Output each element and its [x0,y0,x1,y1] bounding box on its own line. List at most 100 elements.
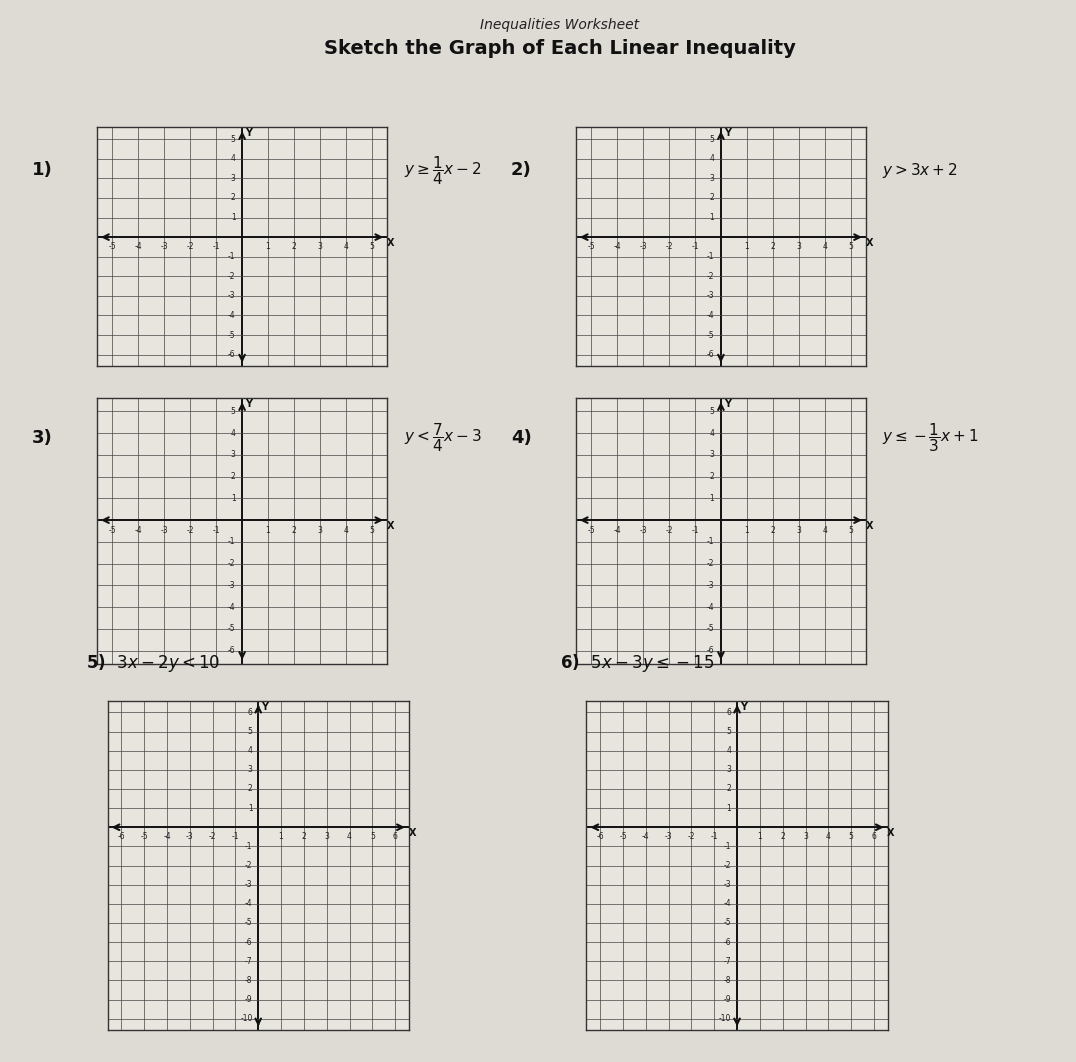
Text: 4: 4 [343,242,349,251]
Text: -9: -9 [724,995,732,1004]
Text: 4: 4 [822,526,827,534]
Text: 2: 2 [292,242,296,251]
Text: -4: -4 [613,526,621,534]
Text: -6: -6 [228,350,236,359]
Text: -9: -9 [245,995,253,1004]
Text: 2: 2 [770,526,775,534]
Text: X: X [866,238,873,249]
Text: -3: -3 [160,526,168,534]
Text: 2: 2 [770,242,775,251]
Text: -1: -1 [228,537,236,546]
Text: -7: -7 [724,957,732,965]
Text: -1: -1 [231,832,239,841]
Text: 3: 3 [230,450,236,460]
Text: -6: -6 [117,832,125,841]
Text: $y > 3x + 2$: $y > 3x + 2$ [882,161,958,179]
Text: 2: 2 [726,785,732,793]
Text: 4: 4 [230,154,236,164]
Text: 3: 3 [317,526,323,534]
Text: 5: 5 [230,135,236,143]
Text: 3): 3) [32,429,53,447]
Text: 1: 1 [745,242,749,251]
Text: 5: 5 [369,242,374,251]
Text: 2: 2 [710,473,714,481]
Text: Y: Y [245,129,252,138]
Text: -5: -5 [109,242,116,251]
Text: -2: -2 [724,861,732,870]
Text: -4: -4 [228,311,236,320]
Text: -4: -4 [164,832,171,841]
Text: -1: -1 [212,242,220,251]
Text: 4: 4 [826,832,831,841]
Text: 4: 4 [822,242,827,251]
Text: -4: -4 [134,526,142,534]
Text: X: X [387,238,394,249]
Text: 3: 3 [709,174,714,183]
Text: 3: 3 [324,832,329,841]
Text: -2: -2 [665,242,672,251]
Text: Inequalities Worksheet: Inequalities Worksheet [480,18,639,32]
Text: -6: -6 [707,350,714,359]
Text: -4: -4 [642,832,650,841]
Text: -6: -6 [707,646,714,655]
Text: 3: 3 [709,450,714,460]
Text: -1: -1 [245,842,253,851]
Text: 5: 5 [709,135,714,143]
Text: -6: -6 [245,938,253,946]
Text: -3: -3 [707,291,714,301]
Text: -1: -1 [707,252,714,261]
Text: -5: -5 [245,919,253,927]
Text: 1: 1 [710,213,714,222]
Text: -10: -10 [240,1014,253,1023]
Text: $y < \dfrac{7}{4}x - 3$: $y < \dfrac{7}{4}x - 3$ [404,422,481,455]
Text: -1: -1 [691,242,698,251]
Text: -1: -1 [228,252,236,261]
Text: -4: -4 [707,602,714,612]
Text: -3: -3 [186,832,194,841]
Text: 1: 1 [231,213,236,222]
Text: 1: 1 [758,832,762,841]
Text: -3: -3 [228,291,236,301]
Text: -2: -2 [228,272,236,280]
Text: 3: 3 [796,242,802,251]
Text: -5: -5 [228,624,236,633]
Text: -5: -5 [619,832,626,841]
Text: 4: 4 [709,429,714,438]
Text: -8: -8 [724,976,732,984]
Text: -4: -4 [724,900,732,908]
Text: -1: -1 [710,832,718,841]
Text: -5: -5 [587,526,595,534]
Text: 5: 5 [848,526,853,534]
Text: 3: 3 [230,174,236,183]
Text: -4: -4 [707,311,714,320]
Text: 2: 2 [231,193,236,203]
Text: -8: -8 [245,976,253,984]
Text: -3: -3 [228,581,236,589]
Text: -5: -5 [140,832,147,841]
Text: -2: -2 [665,526,672,534]
Text: 1: 1 [231,494,236,502]
Text: 6)  $5x - 3y \leq -15$: 6) $5x - 3y \leq -15$ [560,652,714,674]
Text: -5: -5 [707,330,714,340]
Text: -5: -5 [109,526,116,534]
Text: 2: 2 [231,473,236,481]
Text: -2: -2 [707,272,714,280]
Text: -2: -2 [186,242,194,251]
Text: 6: 6 [247,708,253,717]
Text: 6: 6 [726,708,732,717]
Text: 2: 2 [710,193,714,203]
Text: 3: 3 [803,832,808,841]
Text: 1: 1 [710,494,714,502]
Text: 3: 3 [317,242,323,251]
Text: -2: -2 [688,832,695,841]
Text: -2: -2 [707,560,714,568]
Text: 4: 4 [343,526,349,534]
Text: -3: -3 [665,832,672,841]
Text: -2: -2 [245,861,253,870]
Text: 2: 2 [292,526,296,534]
Text: -3: -3 [245,880,253,889]
Text: -2: -2 [209,832,216,841]
Text: 5: 5 [709,407,714,416]
Text: -5: -5 [724,919,732,927]
Text: 3: 3 [726,766,732,774]
